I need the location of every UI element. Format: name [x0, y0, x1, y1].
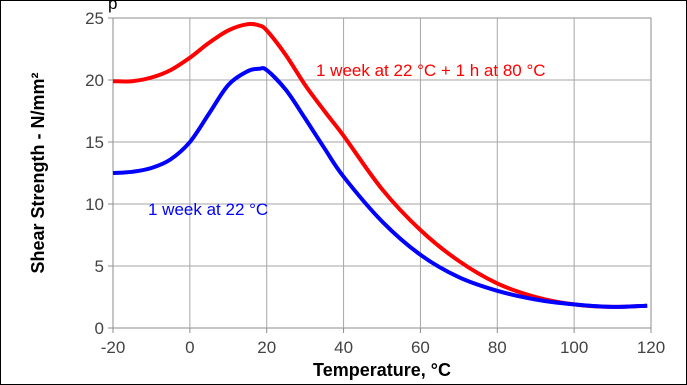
x-tick-labels: -20 0 20 40 60 80 100 120	[101, 338, 665, 357]
series-line-red	[112, 21, 648, 309]
x-tick-label: 0	[185, 338, 194, 357]
plot-area	[112, 17, 652, 329]
gridlines	[108, 17, 652, 333]
y-tick-label: 20	[85, 71, 104, 90]
y-tick-label: 10	[85, 195, 104, 214]
y-tick-label: 15	[85, 133, 104, 152]
y-tick-labels: 0 5 10 15 20 25	[85, 9, 104, 338]
x-tick-label: 120	[637, 338, 665, 357]
x-tick-label: 60	[411, 338, 430, 357]
x-tick-label: 20	[257, 338, 276, 357]
x-tick-label: 100	[560, 338, 588, 357]
annotation-blue-series: 1 week at 22 °C	[148, 200, 268, 219]
chart-title: p	[108, 0, 117, 13]
series-line-blue	[112, 66, 648, 309]
series-lines	[112, 21, 648, 309]
annotation-red-series: 1 week at 22 °C + 1 h at 80 °C	[316, 61, 546, 80]
y-tick-label: 25	[85, 9, 104, 28]
x-axis-label: Temperature, °C	[313, 360, 451, 380]
y-tick-label: 0	[95, 319, 104, 338]
x-tick-label: -20	[101, 338, 126, 357]
x-tick-label: 40	[334, 338, 353, 357]
y-axis-label: Shear Strength - N/mm²	[28, 72, 48, 273]
y-tick-label: 5	[95, 257, 104, 276]
x-tick-label: 80	[488, 338, 507, 357]
